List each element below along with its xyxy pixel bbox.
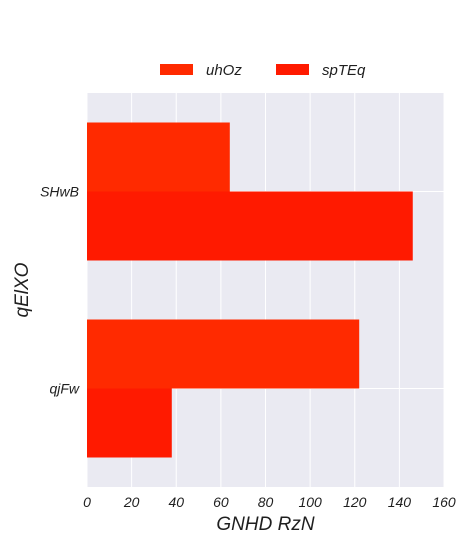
- bar-spTEq-qjFw: [87, 388, 172, 458]
- y-axis-title: qElXO: [12, 262, 33, 317]
- x-tick-label: 160: [432, 494, 456, 510]
- legend-swatch-spTEq: [276, 64, 309, 75]
- x-tick-label: 100: [298, 494, 322, 510]
- legend-swatch-uhOz: [160, 64, 193, 75]
- x-tick-label: 60: [213, 494, 229, 510]
- x-axis-title: GNHD RzN: [216, 514, 314, 535]
- x-tick-label: 120: [343, 494, 367, 510]
- bar-uhOz-SHwB: [87, 122, 230, 192]
- x-tick-label: 20: [123, 494, 140, 510]
- y-tick-label: SHwB: [40, 184, 79, 200]
- x-tick-label: 40: [168, 494, 184, 510]
- bar-uhOz-qjFw: [87, 319, 360, 389]
- bar-spTEq-SHwB: [87, 191, 413, 261]
- legend: uhOz spTEq: [160, 62, 366, 79]
- y-axis-ticks: SHwB qjFw: [40, 184, 80, 397]
- y-tick-label: qjFw: [49, 381, 79, 397]
- bars: [87, 122, 413, 458]
- x-tick-label: 140: [388, 494, 412, 510]
- legend-label-spTEq: spTEq: [322, 62, 366, 79]
- x-tick-label: 80: [258, 494, 274, 510]
- legend-label-uhOz: uhOz: [206, 62, 242, 79]
- x-axis-ticks: 0 20 40 60 80 100 120 140 160: [83, 494, 456, 510]
- x-tick-label: 0: [83, 494, 91, 510]
